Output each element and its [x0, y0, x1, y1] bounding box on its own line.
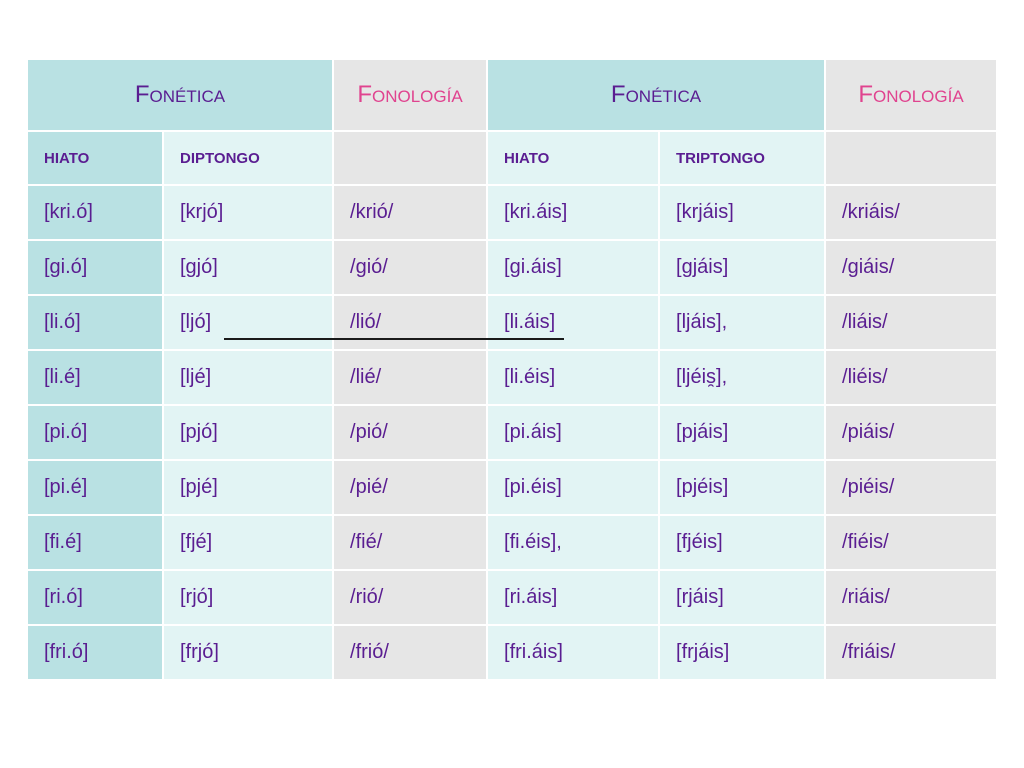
fonologia-cell: /gió/ [334, 241, 489, 296]
triptongo-cell: [ljéis̯], [660, 351, 827, 406]
diptongo-cell: [ljé] [164, 351, 335, 406]
table-row: [gi.ó] [gjó]/gió/[gi.áis] [gjáis]/giáis/ [28, 241, 999, 296]
triptongo-cell: [gjáis] [660, 241, 827, 296]
hiato-cell: [fri.áis] [488, 626, 661, 681]
hiato-cell: [fi.é] [28, 516, 164, 571]
header-fonetica-2: Fonética [488, 60, 827, 132]
fonologia-cell: /liéis/ [826, 351, 999, 406]
hiato-cell: [kri.áis] [488, 186, 661, 241]
fonologia-cell: /pié/ [334, 461, 489, 516]
hiato-cell: [pi.é] [28, 461, 164, 516]
fonologia-cell: /fiéis/ [826, 516, 999, 571]
phonetics-table-container: Fonética Fonología Fonética Fonología HI… [28, 60, 999, 681]
header-fonetica-1: Fonética [28, 60, 335, 132]
triptongo-cell: [rjáis] [660, 571, 827, 626]
fonologia-cell: /liáis/ [826, 296, 999, 351]
subheader-diptongo: DIPTONGO [164, 132, 335, 186]
table-body: Fonética Fonología Fonética Fonología HI… [28, 60, 999, 681]
hiato-cell: [pi.áis] [488, 406, 661, 461]
hiato-cell: [li.é] [28, 351, 164, 406]
subheader-hiato-1: HIATO [28, 132, 164, 186]
fonologia-cell: /riáis/ [826, 571, 999, 626]
hiato-cell: [ri.áis] [488, 571, 661, 626]
table-row: [fri.ó] [frjó]/frió/[fri.áis] [frjáis]/fri… [28, 626, 999, 681]
strike-line [224, 338, 564, 340]
table-row: [kri.ó] [krjó]/krió/[kri.áis] [krjáis]/kri… [28, 186, 999, 241]
subheader-row: HIATO DIPTONGO HIATO TRIPTONGO [28, 132, 999, 186]
diptongo-cell: [pjó] [164, 406, 335, 461]
fonologia-cell: /friáis/ [826, 626, 999, 681]
fonologia-cell: /fié/ [334, 516, 489, 571]
diptongo-cell: [gjó] [164, 241, 335, 296]
subheader-triptongo: TRIPTONGO [660, 132, 827, 186]
hiato-cell: [gi.áis] [488, 241, 661, 296]
diptongo-cell: [pjé] [164, 461, 335, 516]
phonetics-table: Fonética Fonología Fonética Fonología HI… [28, 60, 999, 681]
diptongo-cell: [frjó] [164, 626, 335, 681]
table-row: [li.ó] [ljó]/lió/[li.áis] [ljáis],/liáis/ [28, 296, 999, 351]
hiato-cell: [pi.ó] [28, 406, 164, 461]
triptongo-cell: [pjéis] [660, 461, 827, 516]
fonologia-cell: /giáis/ [826, 241, 999, 296]
triptongo-cell: [pjáis] [660, 406, 827, 461]
fonologia-cell: /pió/ [334, 406, 489, 461]
header-fonologia-2: Fonología [826, 60, 999, 132]
fonologia-cell: /kriáis/ [826, 186, 999, 241]
fonologia-cell: /lié/ [334, 351, 489, 406]
triptongo-cell: [krjáis] [660, 186, 827, 241]
table-row: [ri.ó] [rjó]/rió/[ri.áis] [rjáis]/riáis/ [28, 571, 999, 626]
diptongo-cell: [rjó] [164, 571, 335, 626]
hiato-cell: [li.éis] [488, 351, 661, 406]
subheader-fonologia-1 [334, 132, 489, 186]
fonologia-cell: /piáis/ [826, 406, 999, 461]
table-row: [fi.é] [fjé]/fié/[fi.éis], [fjéis]/fiéis/ [28, 516, 999, 571]
triptongo-cell: [fjéis] [660, 516, 827, 571]
fonologia-cell: /krió/ [334, 186, 489, 241]
fonologia-cell: /frió/ [334, 626, 489, 681]
triptongo-cell: [ljáis], [660, 296, 827, 351]
table-row: [pi.é] [pjé]/pié/[pi.éis] [pjéis]/piéis/ [28, 461, 999, 516]
hiato-cell: [li.ó] [28, 296, 164, 351]
hiato-cell: [li.áis] [488, 296, 661, 351]
triptongo-cell: [frjáis] [660, 626, 827, 681]
table-row: [li.é] [ljé]/lié/[li.éis] [ljéis̯],/liéis/ [28, 351, 999, 406]
diptongo-cell: [ljó] [164, 296, 335, 351]
diptongo-cell: [krjó] [164, 186, 335, 241]
subheader-fonologia-2 [826, 132, 999, 186]
subheader-hiato-2: HIATO [488, 132, 661, 186]
hiato-cell: [fi.éis], [488, 516, 661, 571]
fonologia-cell: /rió/ [334, 571, 489, 626]
table-row: [pi.ó] [pjó]/pió/[pi.áis] [pjáis]/piáis/ [28, 406, 999, 461]
hiato-cell: [kri.ó] [28, 186, 164, 241]
group-header-row: Fonética Fonología Fonética Fonología [28, 60, 999, 132]
hiato-cell: [pi.éis] [488, 461, 661, 516]
header-fonologia-1: Fonología [334, 60, 489, 132]
fonologia-cell: /piéis/ [826, 461, 999, 516]
diptongo-cell: [fjé] [164, 516, 335, 571]
hiato-cell: [fri.ó] [28, 626, 164, 681]
hiato-cell: [gi.ó] [28, 241, 164, 296]
hiato-cell: [ri.ó] [28, 571, 164, 626]
fonologia-cell: /lió/ [334, 296, 489, 351]
